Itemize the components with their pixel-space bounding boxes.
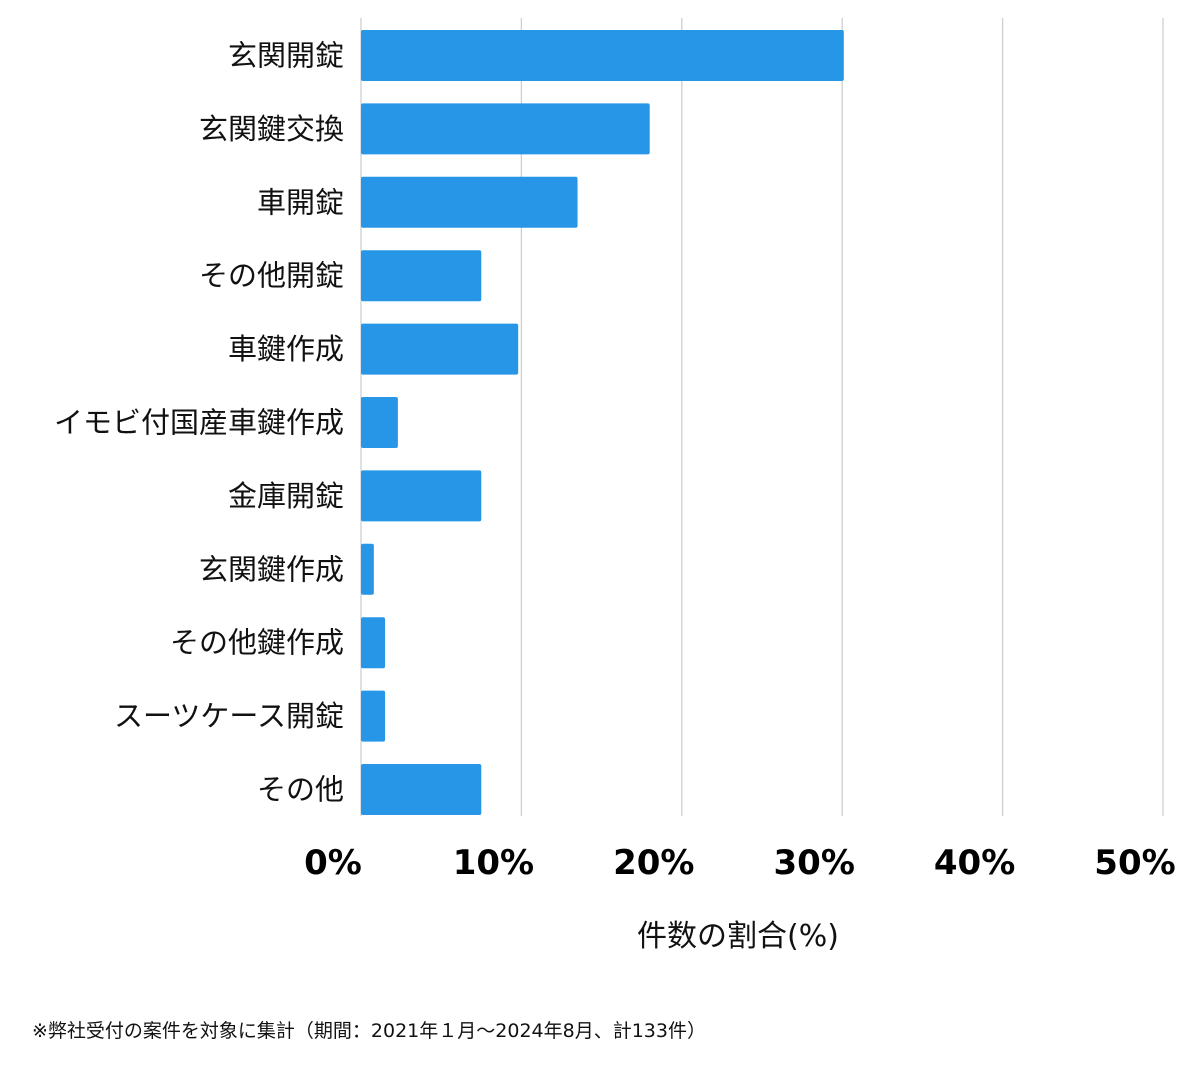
bars [361,30,844,815]
bar-4 [361,323,519,375]
category-label-9: スーツケース開錠 [114,699,344,733]
category-label-5: イモビ付国産車鍵作成 [54,406,344,440]
category-label-7: 玄関鍵作成 [199,552,344,586]
category-label-0: 玄関開錠 [228,39,344,73]
category-label-3: その他開錠 [199,259,344,293]
category-label-10: その他 [257,773,344,807]
x-tick-label-50: 50% [1094,843,1175,883]
category-label-6: 金庫開錠 [228,479,344,513]
bar-2 [361,176,578,228]
footnote: ※弊社受付の案件を対象に集計（期間：2021年１月〜2024年8月、計133件） [32,1020,706,1042]
bar-1 [361,103,650,155]
category-labels: 玄関開錠玄関鍵交換車開錠その他開錠車鍵作成イモビ付国産車鍵作成金庫開錠玄関鍵作成… [54,39,344,807]
bar-3 [361,250,482,302]
bar-5 [361,397,398,448]
category-label-8: その他鍵作成 [170,626,344,660]
bar-6 [361,470,482,522]
x-tick-label-10: 10% [453,843,534,883]
bar-8 [361,617,386,669]
x-axis-title: 件数の割合(%) [637,919,839,954]
bar-7 [361,543,374,595]
bar-0 [361,30,844,81]
x-tick-label-0: 0% [304,843,362,883]
category-label-1: 玄関鍵交換 [199,112,344,146]
category-label-4: 車鍵作成 [228,332,344,366]
bar-9 [361,690,386,742]
bar-10 [361,764,482,815]
x-tick-labels: 0% 10% 20% 30% 40% 50% [304,843,1176,883]
x-tick-label-20: 20% [613,843,694,883]
x-tick-label-30: 30% [774,843,855,883]
x-tick-label-40: 40% [934,843,1015,883]
category-label-2: 車開錠 [257,185,344,219]
